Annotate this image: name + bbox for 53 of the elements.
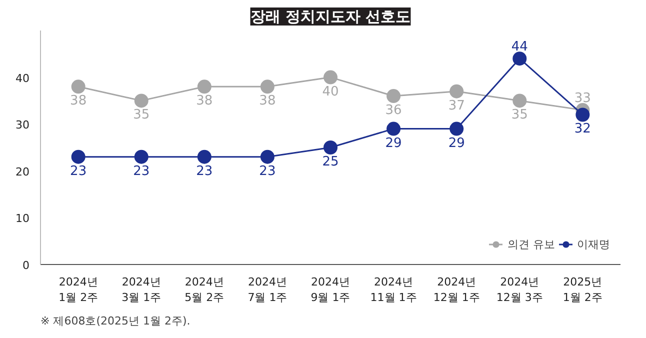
x-tick-label: 2024년 11월 1주	[370, 276, 417, 304]
x-tick-label: 2024년 12월 1주	[433, 276, 480, 304]
data-label: 35	[133, 108, 150, 123]
data-label: 38	[259, 94, 276, 109]
data-label: 23	[133, 164, 150, 179]
data-label: 25	[322, 154, 339, 170]
data-label: 37	[448, 98, 465, 114]
x-tick-label: 2024년 7월 1주	[248, 276, 288, 304]
x-tick-label: 2024년 1월 2주	[58, 276, 98, 304]
y-tick-label: 20	[16, 165, 30, 178]
data-label: 29	[385, 136, 402, 151]
x-tick-label: 2024년 3월 1주	[122, 276, 162, 304]
point	[576, 108, 590, 122]
data-label: 23	[70, 164, 87, 179]
x-tick-label: 2024년 9월 1주	[310, 276, 350, 304]
data-label: 40	[322, 84, 339, 100]
point	[260, 80, 274, 94]
y-tick-label: 30	[16, 118, 30, 132]
point	[450, 84, 464, 98]
point	[324, 70, 338, 84]
data-label: 23	[196, 164, 213, 179]
point	[386, 89, 401, 104]
x-tick-label: 2024년 5월 2주	[184, 276, 224, 304]
point	[197, 80, 212, 94]
data-label: 44	[511, 40, 528, 55]
y-tick-label: 0	[22, 259, 30, 272]
point	[71, 80, 86, 94]
y-tick-label: 40	[16, 72, 30, 85]
point	[512, 94, 527, 108]
x-tick-label: 2025년 1월 2주	[562, 276, 602, 304]
data-label: 32	[574, 122, 591, 137]
legend-label: 이재명	[577, 236, 610, 252]
data-label: 23	[259, 164, 276, 179]
point	[260, 150, 274, 164]
point	[386, 122, 401, 136]
point	[450, 122, 464, 136]
data-label: 29	[448, 136, 465, 151]
y-tick-label: 10	[16, 212, 30, 226]
data-label: 35	[511, 108, 528, 123]
data-label: 38	[70, 94, 87, 109]
point	[134, 94, 148, 108]
data-label: 33	[574, 91, 591, 106]
data-label: 36	[385, 103, 402, 118]
data-label: 38	[196, 94, 213, 109]
legend-label: 의견 유보	[508, 236, 555, 252]
point	[512, 52, 527, 66]
text: ※ 제608호(2025년 1월 2주).	[40, 314, 190, 328]
point	[197, 150, 212, 164]
point	[71, 150, 86, 164]
chart-title: 장래 정치지도자 선호도	[250, 8, 411, 26]
x-tick-label: 2024년 12월 3주	[496, 276, 543, 304]
point	[134, 150, 148, 164]
point	[324, 140, 338, 154]
